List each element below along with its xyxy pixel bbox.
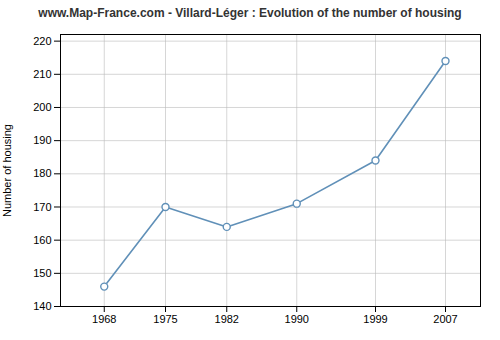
svg-text:180: 180: [33, 167, 51, 179]
svg-text:1999: 1999: [363, 313, 387, 325]
svg-text:210: 210: [33, 68, 51, 80]
svg-text:1975: 1975: [153, 313, 177, 325]
svg-text:190: 190: [33, 134, 51, 146]
svg-text:170: 170: [33, 201, 51, 213]
svg-text:200: 200: [33, 101, 51, 113]
svg-text:140: 140: [33, 300, 51, 312]
svg-text:Number of housing: Number of housing: [1, 124, 13, 217]
svg-text:2007: 2007: [433, 313, 457, 325]
svg-text:220: 220: [33, 35, 51, 47]
svg-text:1968: 1968: [92, 313, 116, 325]
svg-text:1990: 1990: [285, 313, 309, 325]
svg-text:1982: 1982: [215, 313, 239, 325]
svg-text:150: 150: [33, 267, 51, 279]
html-text:www.Map-France.com - Villard-L: www.Map-France.com - Villard-Léger : Evo…: [38, 6, 462, 20]
svg-text:160: 160: [33, 234, 51, 246]
